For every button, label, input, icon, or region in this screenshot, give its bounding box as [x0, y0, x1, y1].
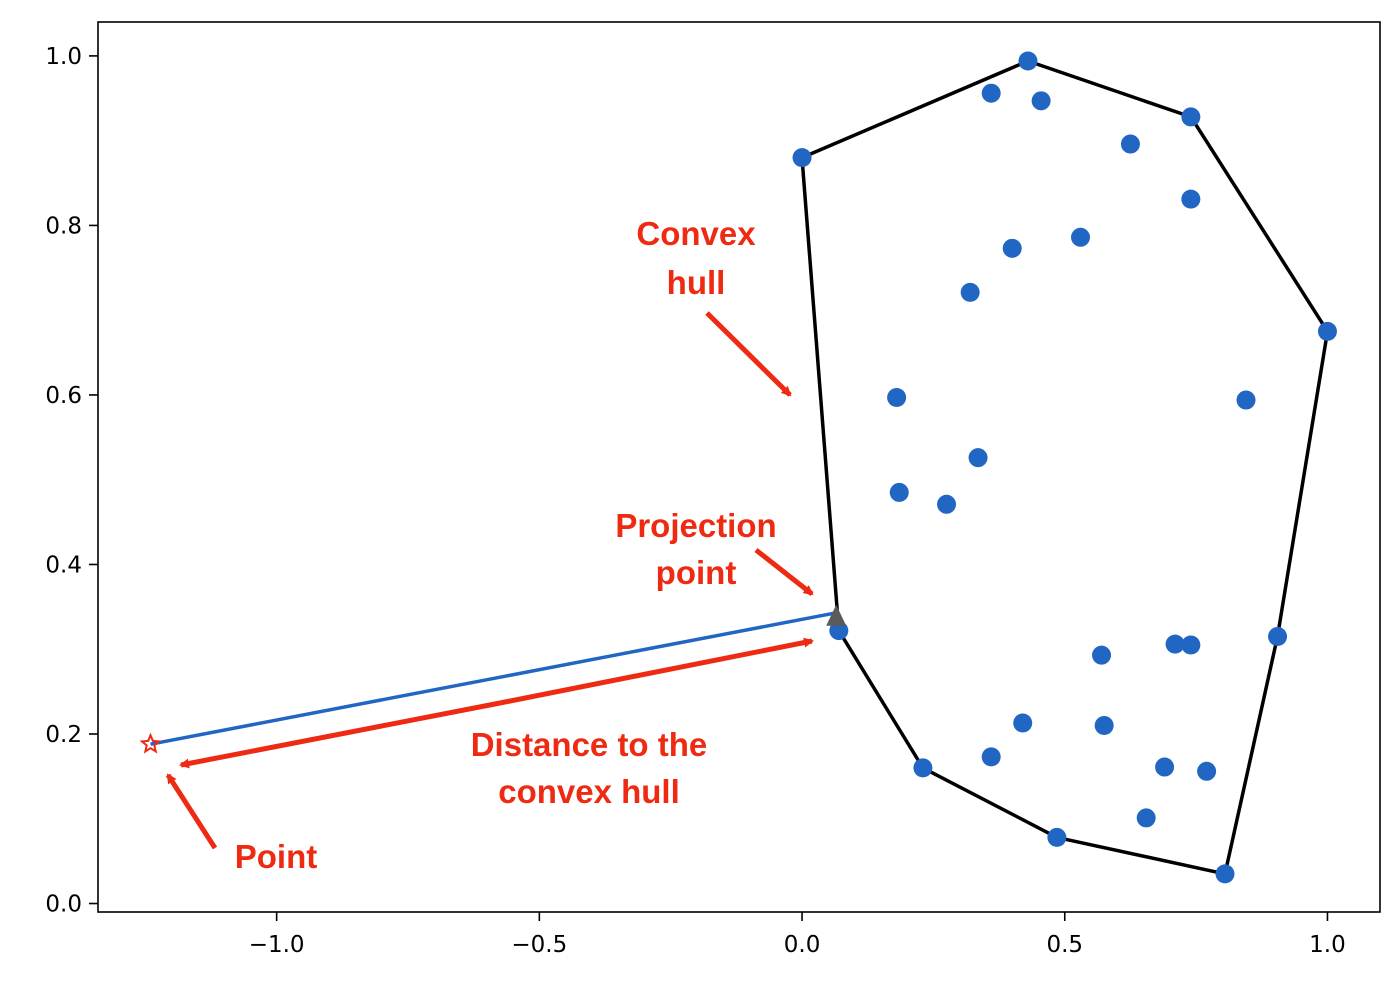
- scatter-point: [792, 148, 812, 168]
- y-axis-ticks: 0.0 0.2 0.4 0.6 0.8 1.0: [45, 44, 98, 918]
- convex-hull-arrow: [705, 311, 792, 397]
- scatter-point: [937, 494, 957, 514]
- projection-point-arrow: [754, 548, 814, 596]
- convex-hull-polygon: [800, 59, 1330, 876]
- scatter-point: [913, 758, 933, 778]
- convex-hull-label-line2: hull: [667, 264, 726, 301]
- scatter-point: [1071, 227, 1091, 247]
- scatter-point: [1136, 808, 1156, 828]
- y-tick-label: 0.0: [45, 892, 82, 918]
- scatter-point: [1018, 51, 1038, 71]
- scatter-point: [981, 83, 1001, 103]
- scatter-point: [981, 747, 1001, 767]
- point-label: Point: [235, 838, 317, 875]
- scatter-point: [887, 387, 907, 407]
- scatter-point: [968, 448, 988, 468]
- scatter-point: [1155, 757, 1175, 777]
- annotation-labels: Convex hull Projection point Distance to…: [235, 215, 777, 875]
- scatter-points: [792, 51, 1337, 884]
- y-tick-label: 0.6: [45, 383, 82, 409]
- projection-point-label-line1: Projection: [615, 507, 776, 544]
- scatter-point: [889, 482, 909, 502]
- scatter-point: [1094, 716, 1114, 736]
- distance-arrow-right: [499, 637, 814, 706]
- distance-arrow-left: [179, 700, 501, 769]
- scatter-point: [1236, 390, 1256, 410]
- query-point-marker: [139, 732, 162, 754]
- x-tick-label: 0.0: [784, 932, 821, 958]
- x-tick-label: −1.0: [249, 932, 305, 958]
- scatter-point: [829, 621, 849, 641]
- scatter-point: [1092, 645, 1112, 665]
- x-tick-label: 1.0: [1309, 932, 1346, 958]
- scatter-point: [1181, 107, 1201, 127]
- scatter-point: [1165, 634, 1185, 654]
- scatter-point: [1002, 238, 1022, 258]
- scatter-point: [960, 282, 980, 302]
- projection-point-label-line2: point: [656, 554, 737, 591]
- point-arrow: [165, 773, 218, 850]
- convex-hull-label-line1: Convex: [636, 215, 756, 252]
- distance-line: [150, 611, 837, 746]
- x-tick-label: 0.5: [1046, 932, 1083, 958]
- annotation-arrows: [165, 311, 814, 850]
- scatter-point: [1181, 635, 1201, 655]
- scatter-point: [1013, 713, 1033, 733]
- y-tick-label: 0.2: [45, 722, 82, 748]
- scatter-point: [1317, 321, 1337, 341]
- scatter-point: [1031, 91, 1051, 111]
- y-tick-label: 0.8: [45, 213, 82, 239]
- scatter-point: [1197, 761, 1217, 781]
- plot-area: [97, 21, 1381, 913]
- x-tick-label: −0.5: [511, 932, 567, 958]
- scatter-point: [1120, 134, 1140, 154]
- scatter-point: [1181, 189, 1201, 209]
- scatter-point: [1047, 827, 1067, 847]
- projection-marker: [826, 604, 847, 626]
- y-tick-label: 1.0: [45, 44, 82, 70]
- distance-label-line1: Distance to the: [471, 726, 708, 763]
- x-axis-ticks: −1.0 −0.5 0.0 0.5 1.0: [249, 912, 1346, 958]
- distance-label-line2: convex hull: [498, 773, 680, 810]
- scatter-point: [1268, 627, 1288, 647]
- y-tick-label: 0.4: [45, 552, 82, 578]
- scatter-point: [1215, 864, 1235, 884]
